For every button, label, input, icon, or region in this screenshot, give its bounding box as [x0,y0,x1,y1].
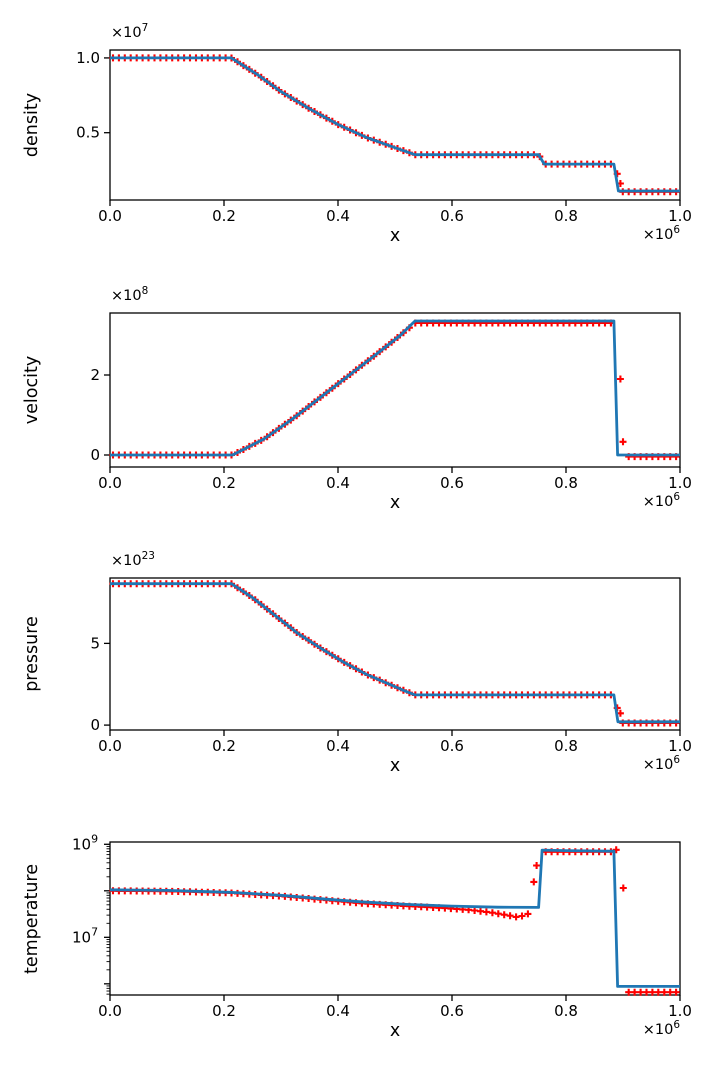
numerical-solution-markers [109,580,680,727]
x-axis-offset-label: ×106 [642,1019,680,1038]
x-tick-label: 0.4 [326,1002,350,1020]
x-tick-label: 0.0 [98,737,122,755]
x-tick-label: 0.4 [326,737,350,755]
x-tick-label: 0.8 [554,1002,578,1020]
y-axis-offset-label: ×1023 [111,550,155,569]
y-axis-ticks: 05 [90,634,110,734]
numerical-solution-markers [109,54,680,196]
axes-frame [109,312,681,468]
x-tick-label: 0.2 [212,737,236,755]
x-tick-label: 0.4 [326,207,350,225]
x-tick-label: 0.8 [554,737,578,755]
y-tick-label: 0.5 [76,124,100,142]
x-axis-title: x [389,493,401,513]
x-axis-ticks: 0.0 0.2 0.4 0.6 0.8 1.0 [98,730,692,755]
x-axis-ticks: 0.0 0.2 0.4 0.6 0.8 1.0 [98,467,692,492]
y-tick-label: 0 [90,716,100,734]
x-axis-title: x [389,1021,401,1041]
x-axis-offset-label: ×106 [642,754,680,773]
x-axis-offset-label: ×106 [642,224,680,243]
y-axis-ticks: 107 109 [72,832,110,995]
density-plot: 0.0 0.2 0.4 0.6 0.8 1.0 0.5 1.0 [76,49,692,225]
y-tick-label: 107 [72,925,98,947]
temperature-plot: 0.0 0.2 0.4 0.6 0.8 1.0 107 109 [72,832,692,1020]
x-axis-title: x [389,756,401,776]
y-tick-label: 109 [72,832,98,854]
y-axis-ticks: 0.5 1.0 [76,49,110,142]
velocity-plot: 0.0 0.2 0.4 0.6 0.8 1.002 [90,312,692,492]
panel-pressure: 0.0 0.2 0.4 0.6 0.8 1.0 0 5 pressure ×1023 x ×1… [0,540,720,810]
exact-solution-line [110,582,680,724]
x-axis-ticks: 0.0 0.2 0.4 0.6 0.8 1.0 [98,200,692,225]
x-tick-label: 0.8 [554,474,578,492]
x-tick-label: 0.0 [98,207,122,225]
panel-temperature: 0.0 0.2 0.4 0.6 0.8 1.0 107 109 temperature x ×… [0,810,720,1080]
x-tick-label: 0.2 [212,1002,236,1020]
x-tick-label: 0.6 [440,1002,464,1020]
axes-frame [109,841,681,996]
y-axis-offset-label: ×108 [111,285,149,304]
x-tick-label: 0.2 [212,207,236,225]
exact-solution-line [109,848,680,988]
x-tick-label: 0.6 [440,474,464,492]
x-tick-label: 0.0 [98,1002,122,1020]
y-tick-label: 5 [90,634,100,652]
x-axis-offset-label: ×106 [642,491,680,510]
pressure-plot: 0.0 0.2 0.4 0.6 0.8 1.005 [90,577,692,755]
y-axis-title: density [22,92,42,158]
y-tick-label: 2 [90,366,100,384]
panel-density: 0.0 0.2 0.4 0.6 0.8 1.0 0.5 1.0 density ×107 x … [0,0,720,270]
panel-velocity: 0.0 0.2 0.4 0.6 0.8 1.0 0 2 velocity ×108 x ×10… [0,270,720,540]
x-tick-label: 0.6 [440,737,464,755]
x-axis-ticks: 0.0 0.2 0.4 0.6 0.8 1.0 [98,995,692,1020]
numerical-solution-markers [109,846,680,996]
x-tick-label: 0.6 [440,207,464,225]
y-axis-ticks: 02 [90,366,110,464]
x-tick-label: 0.4 [326,474,350,492]
y-axis-offset-label: ×107 [111,22,149,41]
y-axis-title: velocity [22,355,42,425]
x-tick-label: 1.0 [668,474,692,492]
exact-solution-line [110,319,680,457]
y-axis-title: temperature [22,863,42,974]
x-tick-label: 0.2 [212,474,236,492]
x-tick-label: 0.0 [98,474,122,492]
x-tick-label: 1.0 [668,207,692,225]
axes-frame [109,577,681,731]
x-tick-label: 1.0 [668,1002,692,1020]
y-axis-title: pressure [22,616,42,692]
x-axis-title: x [389,226,401,246]
y-tick-label: 0 [90,446,100,464]
axes-frame [109,49,681,201]
x-tick-label: 1.0 [668,737,692,755]
exact-solution-line [110,56,680,193]
x-tick-label: 0.8 [554,207,578,225]
y-tick-label: 1.0 [76,49,100,67]
